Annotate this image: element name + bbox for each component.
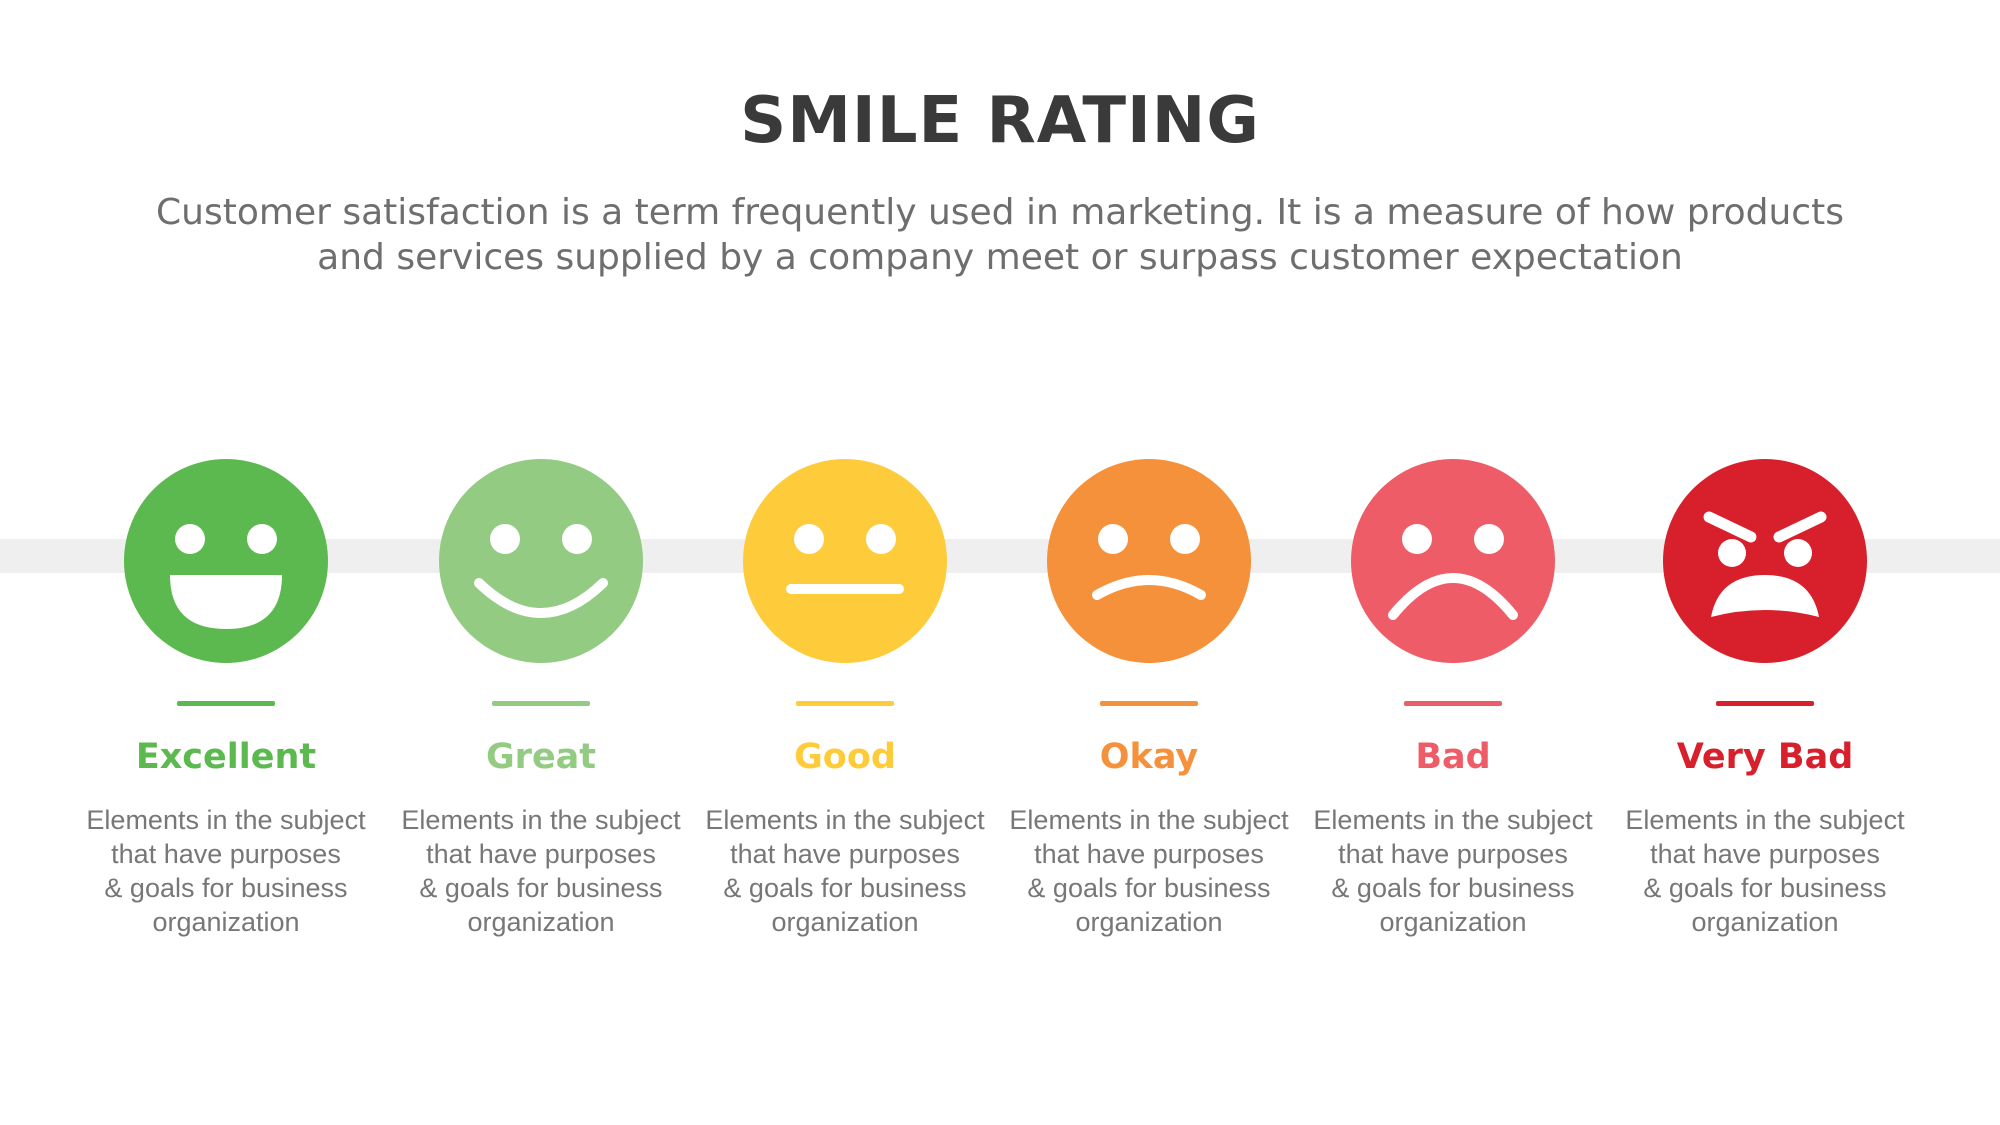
description-line: & goals for business [723,873,967,903]
rating-label: Good [794,737,896,777]
rating-label: Very Bad [1676,737,1854,777]
page-title: SMILE RATING [740,84,1260,158]
angry-face-icon [1663,459,1867,663]
slightly-frowning-face-icon [1047,459,1251,663]
page-subtitle: Customer satisfaction is a term frequent… [150,190,1850,280]
accent-bar [1716,701,1814,706]
description-line: that have purposes [111,839,341,869]
accent-bar [1404,701,1502,706]
rating-label: Bad [1415,737,1491,777]
description-line: Elements in the subject [705,805,985,835]
smiling-face-icon [439,459,643,663]
rating-description: Elements in the subject that have purpos… [76,803,376,939]
description-line: organization [467,907,615,937]
description-line: organization [1075,907,1223,937]
description-line: & goals for business [104,873,348,903]
rating-description: Elements in the subject that have purpos… [695,803,995,939]
neutral-face-icon [743,459,947,663]
rating-description: Elements in the subject that have purpos… [1615,803,1915,939]
description-line: & goals for business [1331,873,1575,903]
description-line: Elements in the subject [401,805,681,835]
rating-description: Elements in the subject that have purpos… [999,803,1299,939]
description-line: Elements in the subject [86,805,366,835]
rating-description: Elements in the subject that have purpos… [1303,803,1603,939]
rating-label: Great [485,737,597,777]
description-line: Elements in the subject [1625,805,1905,835]
description-line: Elements in the subject [1313,805,1593,835]
description-line: & goals for business [419,873,663,903]
description-line: organization [152,907,300,937]
rating-label: Okay [1099,737,1199,777]
description-line: organization [1691,907,1839,937]
description-line: organization [1379,907,1527,937]
accent-bar [796,701,894,706]
description-line: Elements in the subject [1009,805,1289,835]
accent-bar [177,701,275,706]
description-line: & goals for business [1027,873,1271,903]
description-line: that have purposes [1650,839,1880,869]
rating-label: Excellent [135,737,317,777]
description-line: that have purposes [426,839,656,869]
description-line: that have purposes [1034,839,1264,869]
accent-bar [1100,701,1198,706]
description-line: organization [771,907,919,937]
subtitle-line-1: Customer satisfaction is a term frequent… [156,192,1844,233]
rating-description: Elements in the subject that have purpos… [391,803,691,939]
frowning-face-icon [1351,459,1555,663]
laughing-face-icon [124,459,328,663]
description-line: & goals for business [1643,873,1887,903]
description-line: that have purposes [730,839,960,869]
accent-bar [492,701,590,706]
description-line: that have purposes [1338,839,1568,869]
subtitle-line-2: and services supplied by a company meet … [317,237,1683,278]
